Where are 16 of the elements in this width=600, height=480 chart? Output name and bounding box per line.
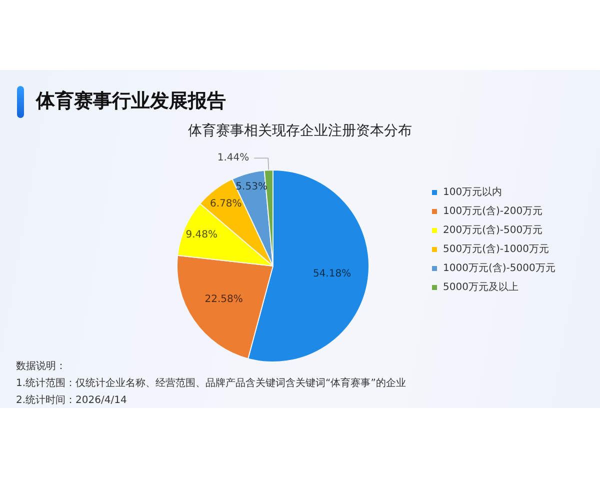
data-label: 54.18% [312,268,352,280]
legend-label: 5000万元及以上 [443,281,518,293]
text: 2.统计时间：2026/4/14 [16,394,128,408]
legend-label: 100万元以内 [443,186,502,198]
data-label: 1.44% [217,152,250,164]
legend-label: 200万元(含)-500万元 [443,224,543,236]
data-label: 22.58% [204,294,243,306]
text: 数据说明： [16,360,67,374]
chart-subtitle: 体育赛事相关现存企业注册资本分布 [188,122,412,139]
legend-label: 100万元(含)-200万元 [443,205,543,217]
data-label: 6.78% [210,198,242,210]
data-label: 9.48% [186,230,218,241]
legend-label: 500万元(含)-1000万元 [443,243,549,255]
legend-label: 1000万元(含)-5000万元 [443,262,556,274]
text: 1.统计范围：仅统计企业名称、经营范围、品牌产品含关键词含关键词“体育赛事”的企业 [16,376,406,391]
chart-title: 体育赛事行业发展报告 [36,89,226,114]
